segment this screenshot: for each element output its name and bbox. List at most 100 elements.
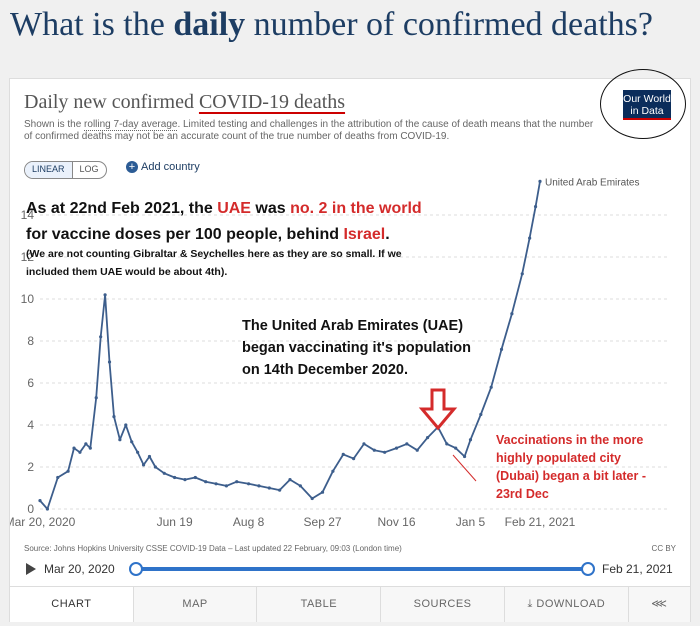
plus-icon: + xyxy=(126,161,138,173)
tab-download[interactable]: ⤓ DOWNLOAD xyxy=(503,587,628,622)
share-icon: ⋘ xyxy=(651,598,668,610)
data-point xyxy=(107,360,112,364)
data-point xyxy=(510,312,514,316)
data-point xyxy=(383,450,387,454)
linear-button[interactable]: LINEAR xyxy=(25,162,73,178)
data-point xyxy=(56,475,60,480)
y-tick-label: 14 xyxy=(21,208,35,222)
y-tick-label: 2 xyxy=(27,460,34,474)
data-point xyxy=(112,415,116,419)
data-point xyxy=(331,469,335,473)
data-point xyxy=(235,480,239,484)
data-point xyxy=(362,442,366,446)
y-tick-label: 10 xyxy=(21,292,35,306)
line-chart: 0 2 4 6 8 10 12 14 Mar 20, 2020 Jun 19 Aug 8 Sep 2… xyxy=(10,177,670,529)
timeline-start-handle[interactable] xyxy=(129,562,143,576)
x-tick-label: Aug 8 xyxy=(233,515,265,529)
logo-circle-annotation xyxy=(600,69,686,139)
annotation-1-line3: (We are not counting Gibraltar & Seychel… xyxy=(26,248,402,260)
source-text: Source: Johns Hopkins University CSSE CO… xyxy=(24,544,402,553)
red-arrow-annotation xyxy=(418,388,458,431)
data-point xyxy=(538,179,542,183)
chart-subtitle: Shown is the rolling 7-day average. Limi… xyxy=(24,119,599,143)
data-point xyxy=(118,438,122,442)
annotation-3-line3: (Dubai) began a bit later - xyxy=(496,469,646,483)
data-point xyxy=(462,454,467,459)
data-point xyxy=(278,488,282,492)
data-point xyxy=(72,446,76,450)
owid-logo[interactable]: Our World in Data xyxy=(623,90,671,120)
data-point xyxy=(141,463,146,467)
data-point xyxy=(103,293,107,297)
download-icon: ⤓ xyxy=(527,598,537,610)
tab-table[interactable]: TABLE xyxy=(256,587,380,622)
data-point xyxy=(454,446,458,450)
annotation-1-line2: for vaccine doses per 100 people, behind… xyxy=(26,226,390,243)
add-country-button[interactable]: + Add country xyxy=(126,161,200,173)
add-country-label: Add country xyxy=(141,161,200,173)
data-point xyxy=(528,236,532,240)
annotation-1-line1: As at 22nd Feb 2021, the UAE was no. 2 i… xyxy=(26,200,422,217)
license-link[interactable]: CC BY xyxy=(651,544,676,553)
play-icon[interactable] xyxy=(26,563,36,575)
data-point xyxy=(66,469,70,473)
x-tick-label: Sep 27 xyxy=(304,515,342,529)
data-point xyxy=(162,471,166,475)
chart-card: Daily new confirmed COVID-19 deaths Show… xyxy=(9,69,691,622)
data-point xyxy=(183,478,187,482)
y-tick-label: 12 xyxy=(21,250,35,264)
data-point xyxy=(320,490,325,494)
data-point xyxy=(153,465,157,469)
data-point xyxy=(288,478,292,482)
data-point xyxy=(224,484,228,488)
chart-grid xyxy=(40,214,670,510)
data-points xyxy=(38,179,542,511)
data-point xyxy=(94,396,98,400)
data-point xyxy=(405,442,409,446)
y-axis-ticks: 0 2 4 6 8 10 12 14 xyxy=(21,208,35,516)
annotation-2-line1: The United Arab Emirates (UAE) xyxy=(242,318,463,334)
data-point xyxy=(99,335,103,339)
data-point xyxy=(204,480,208,484)
data-point xyxy=(214,482,218,486)
series-label: United Arab Emirates xyxy=(545,177,640,188)
data-point xyxy=(257,484,261,488)
log-button[interactable]: LOG xyxy=(79,164,99,174)
data-point xyxy=(45,507,49,511)
tab-map[interactable]: MAP xyxy=(132,587,257,622)
data-point xyxy=(38,499,42,503)
data-point xyxy=(468,438,473,442)
data-point xyxy=(372,448,376,452)
data-point xyxy=(310,496,314,501)
rolling-average-link[interactable]: rolling 7-day average xyxy=(84,119,178,131)
tab-chart[interactable]: CHART xyxy=(10,587,133,622)
data-point xyxy=(445,442,449,446)
tab-share[interactable]: ⋘ xyxy=(627,587,690,622)
annotation-3-line4: 23rd Dec xyxy=(496,487,549,501)
data-point xyxy=(88,446,92,450)
timeline-end-label: Feb 21, 2021 xyxy=(602,562,673,576)
data-point xyxy=(173,475,177,480)
data-point xyxy=(499,347,504,351)
tab-sources[interactable]: SOURCES xyxy=(380,587,504,622)
data-point xyxy=(341,452,345,456)
timeline-start-label: Mar 20, 2020 xyxy=(44,562,115,576)
tab-download-label: DOWNLOAD xyxy=(536,598,606,610)
y-tick-label: 8 xyxy=(27,334,34,348)
data-point xyxy=(520,272,524,276)
timeline: Mar 20, 2020 Feb 21, 2021 xyxy=(24,559,684,579)
y-tick-label: 0 xyxy=(27,502,34,516)
timeline-end-handle[interactable] xyxy=(581,562,595,576)
scale-toggle: LINEAR LOG xyxy=(24,161,107,179)
data-point xyxy=(78,450,82,454)
chart-title-pre: Daily new confirmed xyxy=(24,91,199,113)
data-point xyxy=(136,450,140,454)
data-point xyxy=(394,446,399,450)
data-point xyxy=(193,475,197,480)
subtitle-pre: Shown is the xyxy=(24,119,85,130)
data-point xyxy=(84,442,88,446)
x-tick-label: Nov 16 xyxy=(377,515,415,529)
annotation-2-line3: on 14th December 2020. xyxy=(242,362,408,378)
data-point xyxy=(425,436,430,440)
y-tick-label: 4 xyxy=(27,418,34,432)
